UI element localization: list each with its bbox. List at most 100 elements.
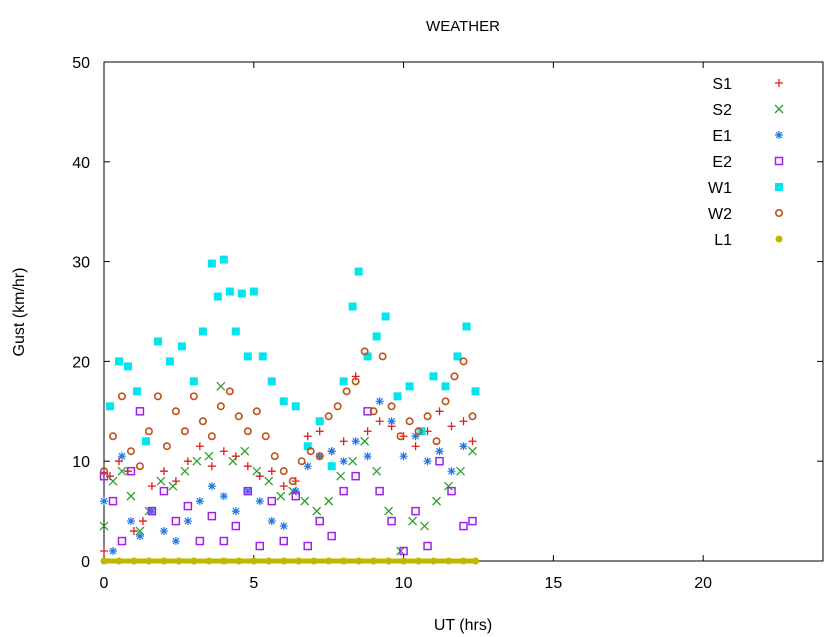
y-tick-label: 10 [72,454,90,471]
point-w2 [297,457,306,466]
legend-label-s2: S2 [712,102,732,119]
point-s2 [384,506,394,516]
point-s2 [108,476,118,486]
x-tick-label: 0 [100,575,109,592]
point-w2 [108,432,117,441]
point-e1 [339,457,348,466]
x-tick-label: 5 [249,575,258,592]
point-w1 [327,462,336,471]
y-axis-label: Gust (km/hr) [11,268,28,357]
point-l1 [280,557,288,565]
point-s1 [138,517,147,526]
point-l1 [220,557,228,565]
point-w2 [378,352,387,361]
point-s1 [267,467,276,476]
point-e2 [447,486,456,496]
point-w2 [144,427,153,436]
point-s2 [420,521,430,531]
point-w2 [333,402,342,411]
x-tick-label: 10 [395,575,413,592]
point-s1 [195,442,204,451]
point-w2 [459,357,468,366]
point-e2 [327,531,336,541]
point-s1 [303,432,312,441]
point-e1 [126,517,135,526]
point-l1 [295,557,303,565]
point-e2 [126,466,136,476]
y-tick-label: 0 [81,554,90,571]
point-w1 [354,267,363,276]
point-s2 [252,466,262,476]
point-e1 [375,397,384,406]
point-w1 [348,302,357,311]
point-e1 [291,487,300,496]
point-w2 [171,407,180,416]
y-tick-label: 30 [72,255,90,272]
point-s2 [324,496,334,506]
point-l1 [325,557,333,565]
point-w2 [396,432,405,441]
point-l1 [385,557,393,565]
point-s2 [444,481,453,491]
point-s1 [129,527,138,536]
point-w2 [441,397,450,406]
point-w1 [267,377,276,386]
legend-label-s1: S1 [712,76,732,93]
point-e1 [363,452,372,461]
point-w2 [243,427,252,436]
point-s2 [156,476,166,486]
point-l1 [415,557,423,565]
point-e1 [315,452,324,461]
point-w2 [135,462,144,471]
point-e1 [351,437,360,446]
point-s1 [375,417,384,426]
point-e2 [279,536,288,546]
point-w2 [189,392,198,401]
point-e1 [327,447,336,456]
legend-marker-l1 [775,235,783,243]
legend-label-l1: L1 [714,232,732,249]
point-w1 [471,387,480,396]
point-l1 [130,557,138,565]
point-e2 [117,536,127,546]
point-e2 [399,546,408,556]
point-e1 [447,467,456,476]
point-w2 [117,392,126,401]
point-e1 [423,457,432,466]
point-e1 [243,487,252,496]
point-w2 [369,407,378,416]
point-w1 [219,255,228,264]
point-w1 [105,402,114,411]
point-e1 [231,507,240,516]
point-l1 [160,557,168,565]
point-w1 [213,292,222,301]
point-w2 [234,412,243,421]
axis-ticks: 0 5 10 15 20 0 10 20 30 40 50 [72,55,823,592]
point-e2 [291,491,300,501]
point-l1 [471,557,479,565]
point-s1 [207,462,216,471]
point-w1 [279,397,288,406]
point-w1 [405,382,414,391]
point-s1 [411,442,420,451]
point-s1 [159,467,168,476]
point-w1 [141,437,150,446]
y-tick-label: 20 [72,354,90,371]
point-w1 [363,352,372,361]
point-w1 [372,332,381,341]
point-w2 [207,432,216,441]
point-s1 [459,417,468,426]
point-e2 [108,496,118,506]
point-l1 [445,557,453,565]
point-w1 [249,287,258,296]
point-w2 [270,452,279,461]
point-l1 [100,557,108,565]
y-tick-label: 50 [72,55,90,72]
point-e2 [423,541,432,551]
point-e1 [459,442,468,451]
point-w1 [429,372,438,381]
legend-marker-e1 [775,131,783,139]
point-s1 [468,437,477,446]
legend-label-w1: W1 [708,180,732,197]
point-e1 [255,497,264,506]
